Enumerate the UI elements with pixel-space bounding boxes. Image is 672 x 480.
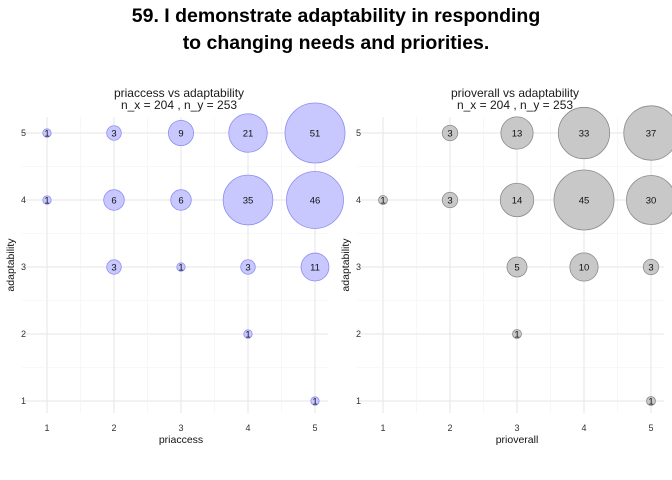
x-tick-label: 2 [111,423,116,433]
bubble-count-label: 30 [646,195,657,206]
y-tick-label: 3 [356,262,361,272]
bubble-count-label: 14 [512,195,523,206]
bubble [243,329,253,339]
bubble-count-label: 11 [310,262,320,273]
bubble-count-label: 3 [245,262,250,273]
y-tick-label: 3 [21,262,26,272]
y-tick-label: 2 [21,329,26,339]
y-tick-label: 4 [356,195,361,205]
bubble-count-label: 1 [514,329,519,340]
bubble-count-label: 3 [447,128,452,139]
bubble-count-label: 1 [245,329,250,340]
bubble-count-label: 1 [178,262,183,273]
x-tick-label: 3 [178,423,183,433]
bubble-count-label: 21 [243,128,254,139]
bubble-count-label: 6 [178,195,183,206]
bubble [642,258,660,276]
bubble-count-label: 5 [514,262,519,273]
bubble-count-label: 1 [44,195,49,206]
y-axis-title: adaptability [5,238,17,292]
bubble [310,396,320,406]
bubble-count-label: 46 [310,195,321,206]
bubble [441,124,459,142]
bubble [441,191,459,209]
panel-title-line-2: n_x = 204 , n_y = 253 [121,98,237,112]
bubble [42,195,52,205]
chart-title-line-2: to changing needs and priorities. [182,32,490,54]
bubble-count-label: 6 [111,195,116,206]
x-tick-label: 2 [447,423,452,433]
bubble-count-label: 45 [579,195,590,206]
bubble-count-label: 1 [312,396,317,407]
y-axis-title: adaptability [340,238,352,292]
panel-title-line-1: priaccess vs adaptability [114,86,244,100]
bubble [512,329,522,339]
bubble [506,256,528,278]
x-tick-label: 5 [312,423,317,433]
bubble-count-label: 10 [579,262,590,273]
panel-title-line-1: prioverall vs adaptability [451,86,579,100]
x-axis-title: priaccess [159,434,203,446]
bubble [553,169,615,231]
bubble-count-label: 3 [648,262,653,273]
chart-title: 59. I demonstrate adaptability in respon… [0,3,672,57]
bubble-count-label: 3 [111,262,116,273]
bubble [286,171,344,229]
bubble-count-label: 51 [310,128,321,139]
bubble-count-label: 9 [178,128,183,139]
bubble-count-label: 1 [648,396,653,407]
bubble-count-label: 3 [447,195,452,206]
bubble [623,105,672,161]
bubble [228,113,268,153]
x-tick-label: 1 [44,423,49,433]
bubble-count-label: 1 [380,195,385,206]
bubble [499,182,535,218]
y-tick-label: 2 [356,329,361,339]
bubble [170,189,192,211]
bubble [626,175,672,225]
bubble-count-label: 13 [512,128,523,139]
bubble [569,252,599,282]
y-tick-label: 1 [356,396,361,406]
bubble-count-label: 1 [44,128,49,139]
panel-title-line-2: n_x = 204 , n_y = 253 [457,98,573,112]
bubble-count-label: 35 [243,195,254,206]
bubble [106,125,122,141]
bubble [103,189,125,211]
bubble [500,116,534,150]
bubble [240,259,256,275]
x-tick-label: 4 [581,423,586,433]
bubble [42,128,52,138]
bubble [300,252,330,282]
bubble [176,262,186,272]
bubble-count-label: 3 [111,128,116,139]
x-tick-label: 3 [514,423,519,433]
x-tick-label: 4 [245,423,250,433]
y-tick-label: 1 [21,396,26,406]
bubble [167,119,195,147]
x-axis-title: prioverall [496,434,539,446]
y-tick-label: 4 [21,195,26,205]
chart-title-line-1: 59. I demonstrate adaptability in respon… [131,5,541,27]
bubble [106,259,122,275]
bubble [284,102,346,164]
y-tick-label: 5 [21,128,26,138]
bubble-count-label: 33 [579,128,590,139]
y-tick-label: 5 [356,128,361,138]
x-tick-label: 5 [648,423,653,433]
bubble-count-label: 37 [646,128,657,139]
bubble [557,106,611,160]
bubble [222,174,274,226]
bubble [646,396,656,406]
bubble [378,195,388,205]
x-tick-label: 1 [380,423,385,433]
